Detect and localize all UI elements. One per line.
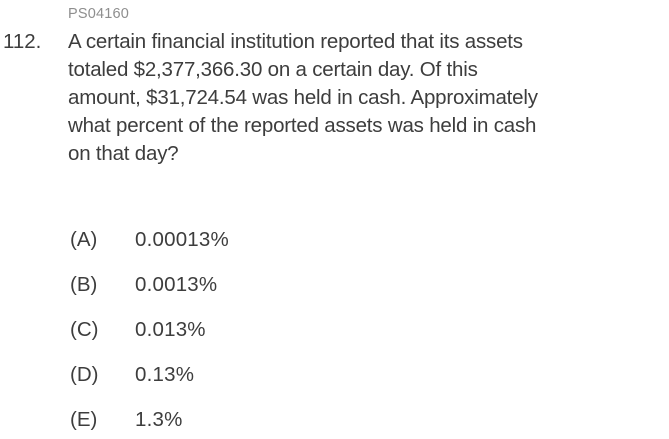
answer-option-a-label: (A) bbox=[70, 228, 98, 251]
answer-option-b-value: 0.0013% bbox=[135, 273, 218, 296]
answer-option-e-value: 1.3% bbox=[135, 408, 183, 431]
answer-option-c-value: 0.013% bbox=[135, 318, 206, 341]
answer-option-a: (A) 0.00013% bbox=[70, 228, 229, 252]
question-id-tag: PS04160 bbox=[68, 6, 130, 22]
answer-option-a-value: 0.00013% bbox=[135, 228, 229, 251]
answer-option-d-value: 0.13% bbox=[135, 363, 195, 386]
answer-option-e-label: (E) bbox=[70, 408, 98, 431]
answer-option-d-label: (D) bbox=[70, 363, 99, 386]
answer-option-c: (C) 0.013% bbox=[70, 318, 229, 342]
answer-option-b: (B) 0.0013% bbox=[70, 273, 229, 297]
answer-options-list: (A) 0.00013% (B) 0.0013% (C) 0.013% (D) 0.13… bbox=[70, 228, 229, 439]
answer-option-b-label: (B) bbox=[70, 273, 98, 296]
answer-option-d: (D) 0.13% bbox=[70, 363, 229, 387]
question-number: 112. bbox=[3, 30, 42, 53]
question-text: A certain financial institution reported… bbox=[68, 30, 538, 165]
answer-option-e: (E) 1.3% bbox=[70, 408, 229, 432]
answer-option-c-label: (C) bbox=[70, 318, 99, 341]
